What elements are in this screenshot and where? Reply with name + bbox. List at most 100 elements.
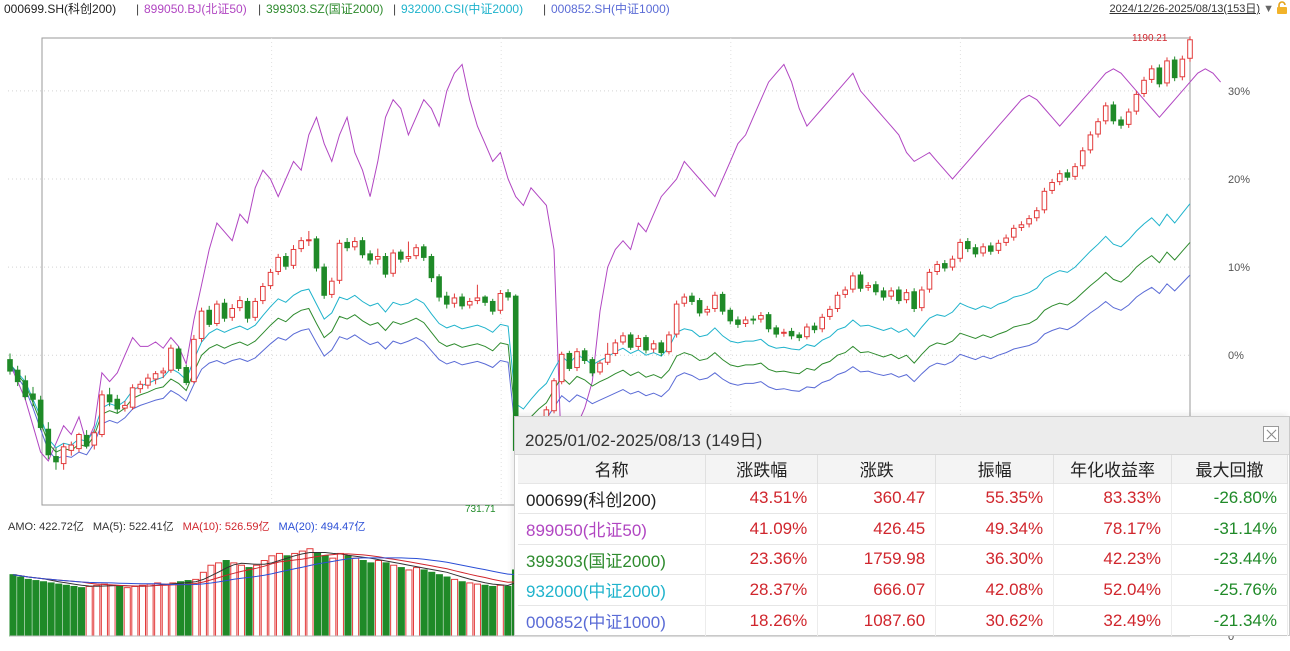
candle-body [229, 308, 236, 318]
candle-body [949, 258, 956, 268]
col-header-change[interactable]: 涨跌 [817, 455, 937, 483]
y-tick-label: 10% [1228, 262, 1250, 274]
volume-bar [138, 584, 147, 637]
volume-bar [176, 581, 185, 637]
candle-body [244, 300, 251, 319]
candle-body [1164, 60, 1170, 84]
candle-body [99, 394, 105, 436]
candle-body [1041, 190, 1048, 211]
candle-body [397, 251, 404, 260]
triangle-down-icon[interactable]: ▼ [1263, 3, 1274, 15]
candle-body [122, 404, 128, 409]
row-amplitude: 55.35% [935, 482, 1055, 514]
amo-label: AMO: 422.72亿 [8, 521, 84, 533]
candle-body [436, 276, 442, 298]
volume-bar [192, 578, 200, 637]
candle-body [413, 247, 419, 257]
volume-bar [344, 555, 352, 637]
candle-body [60, 446, 67, 465]
row-change: 666.07 [817, 574, 937, 605]
row-annualized: 83.33% [1053, 482, 1173, 514]
candle-body [260, 285, 266, 302]
candle-body [390, 252, 396, 274]
candle-body [666, 334, 672, 353]
candle-body [359, 240, 366, 256]
row-change: 1087.60 [817, 604, 937, 636]
table-row[interactable]: 000852(中证1000) 18.26% 1087.60 30.62% 32.… [518, 604, 1288, 636]
volume-bar [367, 562, 375, 637]
col-header-amplitude[interactable]: 振幅 [935, 455, 1055, 483]
candle-body [911, 291, 917, 310]
date-range-selector[interactable]: 2024/12/26-2025/08/13(153日) [1109, 3, 1260, 15]
legend-separator: | [543, 2, 547, 16]
candle-body [896, 289, 902, 302]
candle-body [865, 285, 871, 288]
volume-bar [39, 581, 48, 637]
row-change-pct: 18.26% [705, 604, 819, 636]
candle-body [811, 325, 818, 331]
volume-bar [237, 564, 245, 637]
candle-body [459, 296, 465, 307]
legend-item-899050[interactable]: 899050.BJ(北证50) [144, 2, 247, 16]
candle-body [160, 370, 167, 374]
table-row[interactable]: 000699(科创200) 43.51% 360.47 55.35% 83.33… [518, 482, 1288, 514]
row-max-drawdown: -25.76% [1171, 574, 1288, 605]
col-header-name[interactable]: 名称 [518, 455, 707, 483]
candle-body [106, 394, 113, 403]
volume-bar [298, 550, 306, 637]
legend-item-399303[interactable]: 399303.SZ(国证2000) [266, 2, 384, 16]
candle-body [382, 256, 389, 275]
row-change: 426.45 [817, 513, 937, 544]
candle-body [1087, 134, 1094, 151]
candle-body [7, 359, 13, 372]
volume-bar [504, 585, 512, 637]
volume-bar [352, 557, 360, 637]
candle-body [1179, 58, 1186, 78]
lock-icon[interactable] [1276, 1, 1288, 15]
row-max-drawdown: -26.80% [1171, 482, 1288, 514]
candle-body [727, 309, 734, 322]
table-row[interactable]: 399303(国证2000) 23.36% 1759.98 36.30% 42.… [518, 543, 1288, 575]
candle-body [1079, 150, 1086, 167]
candle-body [1125, 111, 1132, 125]
legend-item-932000[interactable]: 932000.CSI(中证2000) [401, 2, 524, 16]
candle-body [650, 343, 657, 350]
candle-body [497, 293, 504, 311]
candle-body [995, 242, 1002, 251]
volume-bar [55, 583, 63, 637]
y-tick-label: 20% [1228, 174, 1250, 186]
candle-body [781, 331, 787, 334]
volume-bar [78, 587, 86, 637]
candle-body [474, 297, 481, 302]
main-price-chart[interactable]: 30% 20% 10% 0% 1190.21 731.71 [0, 18, 1290, 518]
volume-bar [32, 580, 40, 637]
volume-bar [382, 562, 390, 637]
candle-body [367, 253, 373, 261]
candle-body [405, 256, 412, 259]
row-amplitude: 49.34% [935, 513, 1055, 544]
volume-bar [222, 560, 230, 637]
close-icon[interactable] [1263, 426, 1279, 442]
candle-body [1072, 166, 1078, 177]
table-row[interactable]: 932000(中证2000) 28.37% 666.07 42.08% 52.0… [518, 574, 1288, 605]
col-header-change-pct[interactable]: 涨跌幅 [705, 455, 819, 483]
volume-bar [489, 585, 497, 637]
legend-item-000699[interactable]: 000699.SH(科创200) [4, 2, 117, 16]
volume-bar [24, 578, 32, 637]
legend-separator: | [393, 2, 397, 16]
volume-bar [291, 552, 299, 637]
legend-separator: | [136, 2, 140, 16]
row-max-drawdown: -31.14% [1171, 513, 1288, 544]
volume-bar [466, 582, 474, 637]
volume-bar [428, 571, 436, 637]
table-row[interactable]: 899050(北证50) 41.09% 426.45 49.34% 78.17%… [518, 513, 1288, 544]
candle-body [827, 308, 833, 317]
candle-body [903, 292, 910, 301]
candle-body [581, 350, 588, 361]
candle-body [283, 256, 289, 267]
legend-item-000852[interactable]: 000852.SH(中证1000) [551, 2, 670, 16]
col-header-annualized[interactable]: 年化收益率 [1053, 455, 1173, 483]
col-header-max-drawdown[interactable]: 最大回撤 [1171, 455, 1288, 483]
row-amplitude: 30.62% [935, 604, 1055, 636]
volume-bar [116, 585, 124, 637]
